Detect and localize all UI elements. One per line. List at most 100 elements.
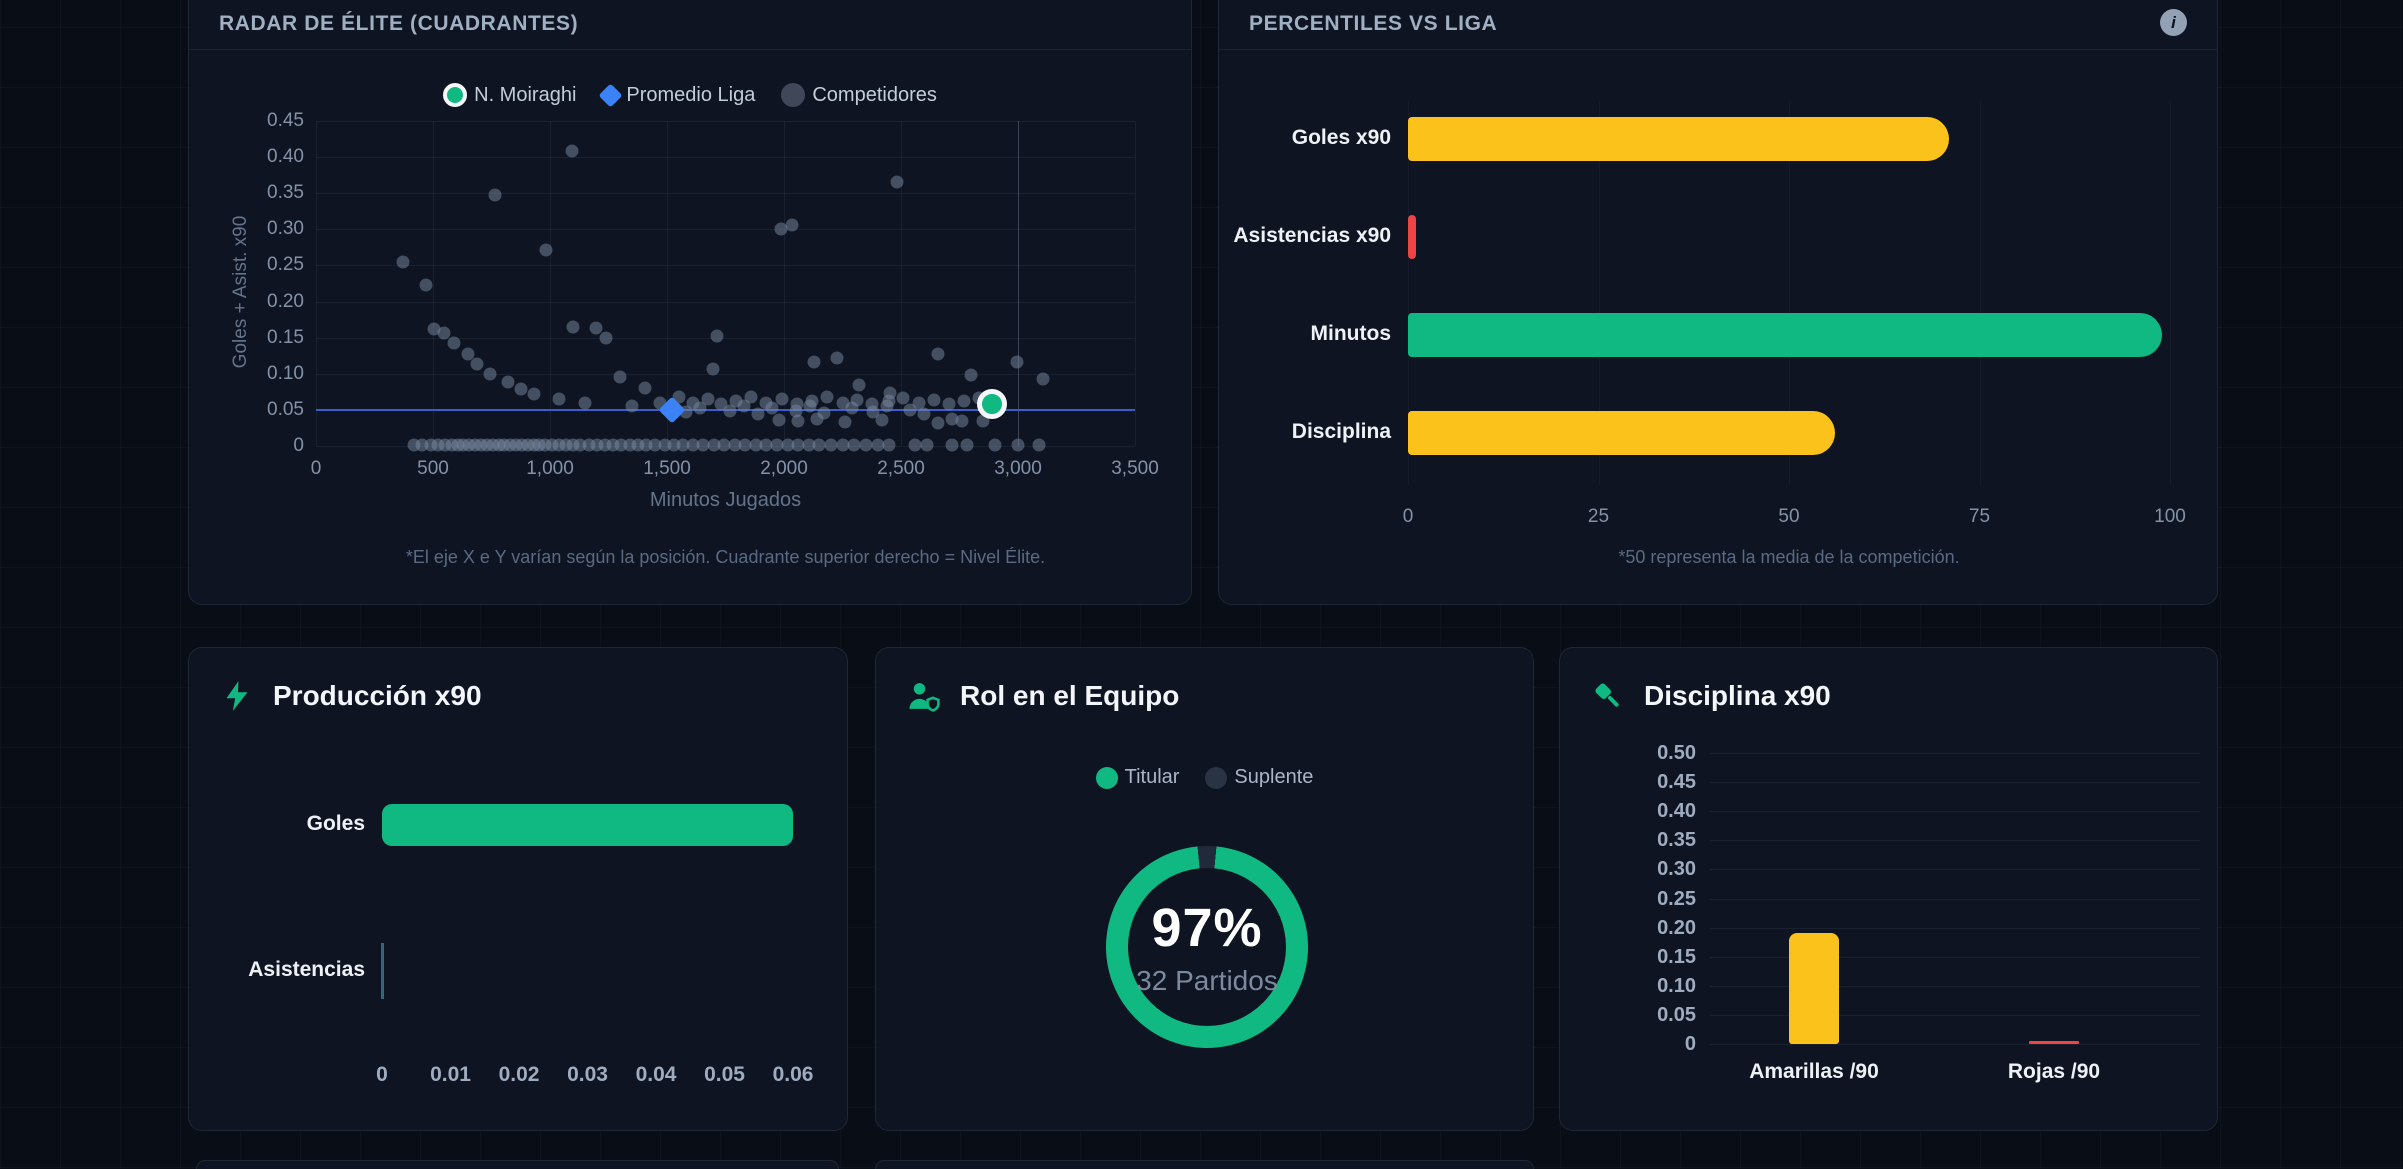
competitor-point xyxy=(836,396,849,410)
competitor-point xyxy=(850,393,864,407)
competitor-point xyxy=(812,438,826,452)
percentiles-gridline xyxy=(2170,101,2171,486)
percentiles-panel: PERCENTILES VS LIGA i 0 25 50 75 100 Goles x9… xyxy=(1218,0,2218,605)
legend-item-suplente[interactable]: Suplente xyxy=(1205,766,1313,789)
radar-x-tick-label: 3,000 xyxy=(994,458,1042,479)
disciplina-header: Disciplina x90 xyxy=(1560,648,2217,714)
radar-gridline-y xyxy=(316,337,1135,339)
competitor-point xyxy=(625,399,639,413)
disciplina-gridline xyxy=(1710,869,2200,871)
competitor-point xyxy=(552,392,566,406)
radar-quadrant-vline xyxy=(1018,121,1019,446)
competitor-point xyxy=(427,322,441,336)
disciplina-gridline xyxy=(1710,927,2200,929)
competitor-point xyxy=(565,144,579,158)
radar-gridline-y xyxy=(316,373,1135,375)
competitor-point xyxy=(927,393,941,407)
percentile-bar-3 xyxy=(1408,313,2163,357)
disciplina-y-tick-label: 0.10 xyxy=(1657,974,1696,997)
radar-y-tick-label: 0 xyxy=(293,435,304,456)
competitor-point xyxy=(964,368,978,382)
competitor-point xyxy=(785,218,799,232)
competitor-point xyxy=(920,438,934,452)
competitor-point xyxy=(791,414,805,428)
competitor-point xyxy=(723,404,737,418)
radar-panel: RADAR DE ÉLITE (CUADRANTES) N. Moiraghi … xyxy=(188,0,1192,605)
bolt-icon xyxy=(226,681,248,711)
radar-x-tick-label: 2,500 xyxy=(877,458,925,479)
radar-gridline-y xyxy=(316,229,1135,231)
percentile-category-label: Goles x90 xyxy=(1291,126,1391,149)
competitor-point xyxy=(781,438,794,452)
competitor-point xyxy=(791,438,805,452)
radar-gridline-x xyxy=(667,121,668,446)
percentiles-x-tick-label: 25 xyxy=(1587,506,1610,527)
competitor-point xyxy=(775,392,789,406)
legend-label-player: N. Moiraghi xyxy=(474,83,577,106)
competitor-point xyxy=(810,412,824,426)
produccion-x-tick-label: 0.04 xyxy=(635,1063,677,1086)
competitor-point xyxy=(942,397,956,411)
competitor-point xyxy=(706,362,720,376)
radar-gridline-x xyxy=(316,121,317,446)
competitor-point xyxy=(960,438,974,452)
produccion-x-tick-label: 0.02 xyxy=(498,1063,540,1086)
disciplina-y-tick-label: 0.50 xyxy=(1657,742,1696,764)
disciplina-gridline xyxy=(1710,898,2200,900)
radar-panel-title: RADAR DE ÉLITE (CUADRANTES) xyxy=(219,12,579,35)
competitor-point xyxy=(501,375,515,389)
radar-gridline-x xyxy=(784,121,785,446)
rol-donut-hole xyxy=(1128,868,1286,1026)
competitor-point xyxy=(613,370,627,384)
competitor-point xyxy=(759,438,773,452)
competitor-point xyxy=(717,438,731,452)
radar-plot: 0 0.05 0.10 0.15 0.20 0.25 0.30 0.35 0.40 0.45 0 50… xyxy=(267,110,1159,479)
percentile-bar-1 xyxy=(1408,117,1950,161)
disciplina-bar-1 xyxy=(1789,933,1839,1044)
competitor-point xyxy=(945,438,959,452)
disciplina-panel: Disciplina x90 0 0.05 0.10 0.15 0.20 0.25 0.30… xyxy=(1559,647,2218,1131)
competitor-point xyxy=(912,396,926,410)
rol-header: Rol en el Equipo xyxy=(876,648,1533,714)
percentile-category-label: Disciplina xyxy=(1291,420,1391,443)
percentile-bar-2 xyxy=(1408,215,1416,259)
produccion-x-tick-label: 0.05 xyxy=(704,1063,745,1086)
competitor-point xyxy=(859,438,873,452)
competitor-point xyxy=(566,320,580,334)
competitor-point xyxy=(830,351,844,365)
legend-item-titular[interactable]: Titular xyxy=(1095,766,1179,789)
competitor-point xyxy=(774,222,788,236)
disciplina-y-tick-label: 0.35 xyxy=(1657,829,1696,852)
radar-legend: N. Moiraghi Promedio Liga Competidores xyxy=(189,82,1191,108)
competitor-point xyxy=(447,336,461,350)
competitor-point xyxy=(589,321,603,335)
radar-y-tick-label: 0.20 xyxy=(267,290,304,312)
disciplina-gridline xyxy=(1710,782,2200,784)
competitor-point xyxy=(770,438,784,452)
competitor-dot-icon xyxy=(781,83,806,107)
radar-gridline-x xyxy=(1018,121,1019,446)
rol-donut-center: 97% 32 Partidos xyxy=(1106,846,1308,1048)
legend-item-league-avg[interactable]: Promedio Liga xyxy=(598,82,755,108)
radar-gridline-y xyxy=(316,265,1135,267)
radar-gridline-y xyxy=(316,193,1135,195)
legend-label-competitors: Competidores xyxy=(812,83,937,106)
competitor-point xyxy=(875,413,889,427)
competitor-point xyxy=(1011,438,1025,452)
competitor-point xyxy=(836,438,849,452)
competitor-point xyxy=(714,397,728,411)
competitor-point xyxy=(955,414,969,428)
competitor-point xyxy=(437,326,451,340)
radar-y-tick-label: 0.40 xyxy=(267,146,304,168)
radar-y-tick-label: 0.35 xyxy=(267,182,304,204)
legend-item-player[interactable]: N. Moiraghi xyxy=(443,83,576,107)
gavel-icon xyxy=(1595,683,1619,707)
radar-gridline-x xyxy=(550,121,551,446)
legend-item-competitors[interactable]: Competidores xyxy=(781,83,937,107)
competitor-point xyxy=(578,396,592,410)
radar-gridline-x xyxy=(1135,121,1136,446)
percentiles-panel-header: PERCENTILES VS LIGA i xyxy=(1219,0,2217,50)
radar-x-tick-label: 500 xyxy=(417,458,449,479)
info-icon[interactable]: i xyxy=(2160,9,2187,36)
